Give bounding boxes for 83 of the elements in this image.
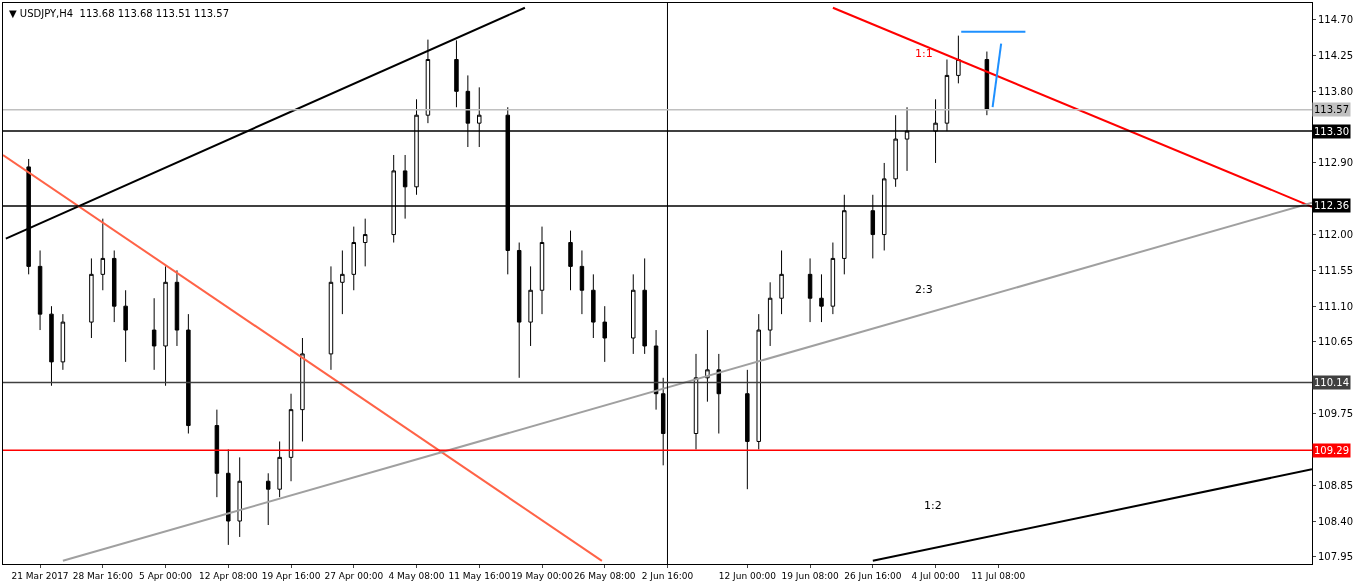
candlestick <box>830 242 836 315</box>
x-tick-label: 26 Jun 16:00 <box>844 570 902 581</box>
candlestick <box>100 218 106 291</box>
x-tick-label: 19 Jun 08:00 <box>781 570 839 581</box>
ref-line-label: 112.36 <box>1314 200 1349 211</box>
candlestick <box>642 257 647 355</box>
annotation: 2:3 <box>915 283 933 296</box>
candlestick <box>745 369 750 490</box>
candlestick <box>186 313 191 434</box>
candlestick <box>602 305 607 363</box>
candlestick <box>340 249 345 315</box>
candlestick <box>767 281 773 347</box>
y-tick-label: 108.40 <box>1318 515 1353 527</box>
candlestick <box>123 289 128 363</box>
x-tick-label: 21 Mar 2017 <box>11 570 69 581</box>
x-tick-label: 19 May 00:00 <box>511 570 574 581</box>
x-tick-label: 4 Jul 00:00 <box>911 570 960 581</box>
x-tick-label: 11 Jul 08:00 <box>971 570 1026 581</box>
y-tick-label: 112.00 <box>1318 229 1353 241</box>
candlestick <box>49 305 54 387</box>
ref-line-label: 110.14 <box>1314 377 1349 388</box>
candlestick <box>756 313 761 450</box>
y-tick-label: 111.55 <box>1318 264 1353 276</box>
candlestick <box>362 218 368 267</box>
candlestick <box>300 337 305 442</box>
candlestick <box>89 257 94 339</box>
candlestick <box>454 39 459 108</box>
text: ▼ USDJPY,H4 113.68 113.68 113.51 113.57 <box>9 8 230 19</box>
candlestick <box>277 440 282 498</box>
candlestick <box>579 249 585 315</box>
candlestick <box>956 35 961 84</box>
candlestick <box>288 393 294 482</box>
candlestick <box>528 265 533 347</box>
candlestick <box>328 265 334 371</box>
candlestick <box>163 265 168 387</box>
candlestick <box>151 297 157 371</box>
y-tick-label: 108.85 <box>1318 479 1353 491</box>
candlestick <box>705 329 710 403</box>
candlestick <box>516 242 522 379</box>
x-tick-label: 2 Jun 16:00 <box>641 570 694 581</box>
x-tick-label: 26 May 08:00 <box>573 570 636 581</box>
candlestick <box>111 249 117 323</box>
y-tick-label: 111.10 <box>1318 300 1353 312</box>
candlestick <box>807 257 813 323</box>
candlestick <box>653 329 659 411</box>
candlestick <box>174 269 180 347</box>
candlestick <box>819 273 824 323</box>
candlestick <box>351 226 357 291</box>
y-tick-label: 114.70 <box>1318 14 1353 26</box>
annotation: 1:1 <box>915 47 933 60</box>
candlestick <box>214 409 220 498</box>
y-tick-label: 112.90 <box>1318 157 1353 169</box>
candlestick <box>568 230 573 291</box>
annotation: 1:2 <box>924 499 942 512</box>
candlestick <box>984 51 990 116</box>
ref-line-label: 113.30 <box>1314 126 1349 137</box>
candlestick <box>60 313 66 371</box>
y-tick-label: 107.95 <box>1318 551 1353 563</box>
candlestick <box>37 249 43 331</box>
candlestick <box>591 273 596 339</box>
x-tick-label: 28 Mar 16:00 <box>72 570 134 581</box>
x-tick-label: 4 May 08:00 <box>388 570 445 581</box>
candlestick <box>693 353 699 450</box>
candlestick <box>265 472 271 526</box>
candlestick <box>237 456 242 538</box>
candlestick <box>539 226 545 315</box>
candlestick <box>631 273 636 355</box>
ref-line-label: 109.29 <box>1314 445 1349 456</box>
candlestick <box>779 249 784 315</box>
x-tick-label: 27 Apr 00:00 <box>324 570 384 581</box>
x-tick-label: 11 May 16:00 <box>448 570 511 581</box>
x-tick-label: 12 Jun 00:00 <box>718 570 777 581</box>
y-tick-label: 114.25 <box>1318 50 1353 62</box>
x-tick-label: 12 Apr 08:00 <box>198 570 258 581</box>
y-tick-label: 113.80 <box>1318 85 1353 97</box>
candlestick <box>425 39 431 124</box>
x-tick-label: 19 Apr 16:00 <box>261 570 321 581</box>
candlestick <box>226 448 231 546</box>
x-tick-label: 5 Apr 00:00 <box>139 570 193 581</box>
y-tick-label: 109.75 <box>1318 408 1353 420</box>
y-tick-label: 110.65 <box>1318 336 1353 348</box>
ref-line-label: 113.57 <box>1314 104 1349 115</box>
candlestick <box>716 353 722 434</box>
